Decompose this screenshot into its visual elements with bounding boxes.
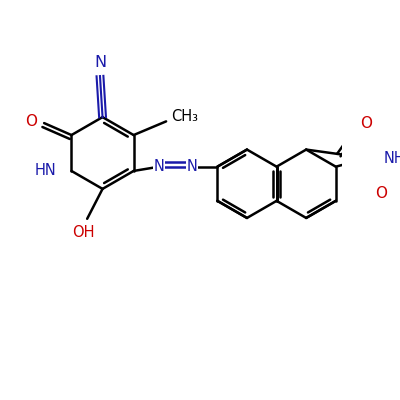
Text: O: O — [25, 114, 37, 129]
Text: CH₃: CH₃ — [171, 109, 198, 124]
Text: O: O — [360, 116, 372, 130]
Text: N: N — [154, 159, 165, 174]
Text: NH: NH — [383, 151, 400, 166]
Text: N: N — [94, 55, 106, 70]
Text: OH: OH — [72, 225, 94, 240]
Text: O: O — [375, 186, 387, 201]
Text: N: N — [186, 159, 197, 174]
Text: HN: HN — [34, 164, 56, 178]
